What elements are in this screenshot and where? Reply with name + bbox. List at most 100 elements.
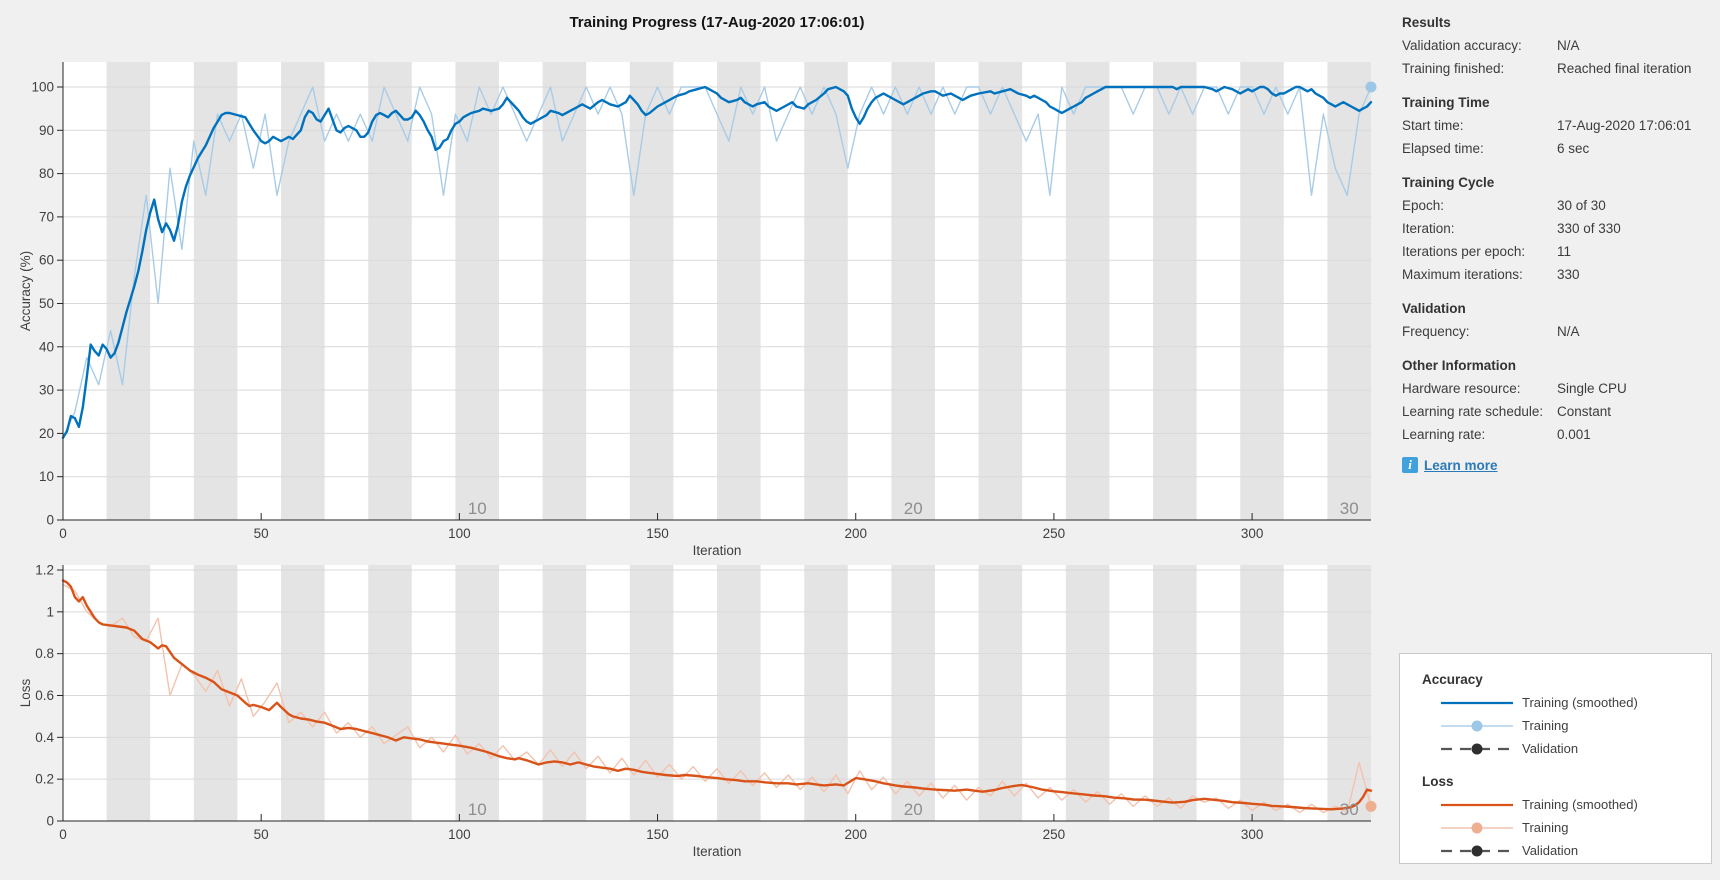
- results-sections: Results Validation accuracy: N/A Training f…: [1402, 11, 1714, 446]
- info-label: Frequency:: [1402, 324, 1470, 339]
- x-tick-label: 100: [448, 526, 471, 541]
- legend-marker: [1471, 822, 1483, 833]
- epoch-band: [1240, 62, 1284, 520]
- x-tick-label: 150: [646, 827, 669, 842]
- legend-item-label: Training: [1522, 718, 1569, 733]
- epoch-band: [629, 565, 674, 821]
- legend-item: Validation: [1400, 839, 1711, 862]
- learn-more-link[interactable]: Learn more: [1424, 457, 1498, 473]
- epoch-band: [1065, 565, 1110, 821]
- info-section: Results Validation accuracy: N/A Training f…: [1402, 11, 1714, 80]
- info-value: 6 sec: [1557, 141, 1590, 156]
- info-label: Elapsed time:: [1402, 141, 1484, 156]
- epoch-label: 10: [468, 800, 487, 819]
- y-tick-label: 0: [46, 513, 54, 528]
- legend-sample-dashed-marker: [1441, 845, 1513, 856]
- epoch-band: [542, 565, 587, 821]
- legend-sample-solid: [1441, 701, 1513, 704]
- legend-sample-marker: [1441, 822, 1513, 833]
- epoch-band: [368, 565, 412, 821]
- info-row: Iterations per epoch: 11: [1402, 240, 1714, 263]
- y-axis-title: Accuracy (%): [18, 251, 33, 331]
- figure-title: Training Progress (17-Aug-2020 17:06:01): [569, 14, 865, 31]
- x-tick-label: 0: [59, 526, 67, 541]
- epoch-band: [455, 62, 499, 520]
- info-label: Learning rate:: [1402, 427, 1486, 442]
- legend-marker: [1471, 743, 1483, 754]
- info-row: Frequency: N/A: [1402, 320, 1714, 343]
- epoch-band: [455, 565, 499, 821]
- info-label: Iteration:: [1402, 221, 1455, 236]
- legend-group-heading: Loss: [1422, 774, 1454, 789]
- epoch-band: [1153, 62, 1197, 520]
- info-row: Validation accuracy: N/A: [1402, 34, 1714, 57]
- legend-group: Loss Training (smoothed) Training Validatio…: [1400, 770, 1711, 862]
- info-label: Learning rate schedule:: [1402, 404, 1544, 419]
- info-row: Epoch: 30 of 30: [1402, 194, 1714, 217]
- info-section: Other Information Hardware resource: Singl…: [1402, 354, 1714, 446]
- epoch-band: [106, 565, 151, 821]
- x-tick-label: 300: [1241, 827, 1264, 842]
- series-training: [62, 583, 1372, 814]
- x-tick-label: 50: [254, 827, 269, 842]
- info-value: 330: [1557, 267, 1580, 282]
- info-row: Iteration: 330 of 330: [1402, 217, 1714, 240]
- x-tick-label: 250: [1043, 526, 1066, 541]
- legend-item: Training (smoothed): [1400, 691, 1711, 714]
- legend-item-label: Validation: [1522, 741, 1579, 756]
- y-tick-label: 60: [39, 253, 54, 268]
- epoch-band: [717, 62, 761, 520]
- y-axis-title: Loss: [18, 678, 33, 707]
- legend-item: Training: [1400, 714, 1711, 737]
- info-value: 0.001: [1557, 427, 1591, 442]
- y-tick-label: 20: [39, 426, 54, 441]
- x-tick-label: 300: [1241, 526, 1264, 541]
- info-section-heading: Other Information: [1402, 358, 1516, 373]
- x-tick-label: 150: [646, 526, 669, 541]
- y-tick-label: 70: [39, 209, 54, 224]
- learn-more-row: i Learn more: [1402, 457, 1714, 473]
- info-icon: i: [1402, 457, 1418, 473]
- epoch-band: [542, 62, 587, 520]
- y-tick-label: 0.4: [35, 730, 54, 745]
- epoch-band: [368, 62, 412, 520]
- legend-item: Training (smoothed): [1400, 793, 1711, 816]
- y-tick-label: 50: [39, 296, 54, 311]
- legend-item-label: Training (smoothed): [1522, 797, 1638, 812]
- info-value: 17-Aug-2020 17:06:01: [1557, 118, 1692, 133]
- info-section-heading: Validation: [1402, 301, 1466, 316]
- y-tick-label: 0: [46, 814, 54, 829]
- epoch-band: [629, 62, 674, 520]
- epoch-band: [978, 565, 1023, 821]
- info-row: Elapsed time: 6 sec: [1402, 137, 1714, 160]
- x-axis-title: Iteration: [693, 543, 742, 558]
- info-value: Reached final iteration: [1557, 61, 1692, 76]
- legend-item-label: Training: [1522, 820, 1569, 835]
- info-label: Iterations per epoch:: [1402, 244, 1526, 259]
- series-end-marker: [1365, 800, 1377, 812]
- legend-item: Validation: [1400, 737, 1711, 760]
- info-row: Maximum iterations: 330: [1402, 263, 1714, 286]
- series-end-marker: [1365, 81, 1377, 93]
- info-section-heading: Training Cycle: [1402, 175, 1495, 190]
- info-section: Training Time Start time: 17-Aug-2020 17:0…: [1402, 91, 1714, 160]
- epoch-band: [1327, 62, 1371, 520]
- x-tick-label: 250: [1043, 827, 1066, 842]
- chart-legend: Accuracy Training (smoothed) Training Valid…: [1399, 653, 1712, 864]
- epoch-band: [891, 62, 935, 520]
- legend-group-heading: Accuracy: [1422, 672, 1483, 687]
- y-tick-label: 10: [39, 469, 54, 484]
- y-tick-label: 30: [39, 383, 54, 398]
- series-training-smoothed-: [61, 579, 1373, 811]
- info-row: Hardware resource: Single CPU: [1402, 377, 1714, 400]
- info-label: Maximum iterations:: [1402, 267, 1523, 282]
- info-label: Start time:: [1402, 118, 1464, 133]
- y-tick-label: 1: [46, 604, 54, 619]
- y-tick-label: 80: [39, 166, 54, 181]
- info-section: Validation Frequency: N/A: [1402, 297, 1714, 343]
- legend-marker: [1471, 720, 1483, 731]
- legend-sample-marker: [1441, 720, 1513, 731]
- y-tick-label: 0.6: [35, 688, 54, 703]
- legend-item-label: Validation: [1522, 843, 1579, 858]
